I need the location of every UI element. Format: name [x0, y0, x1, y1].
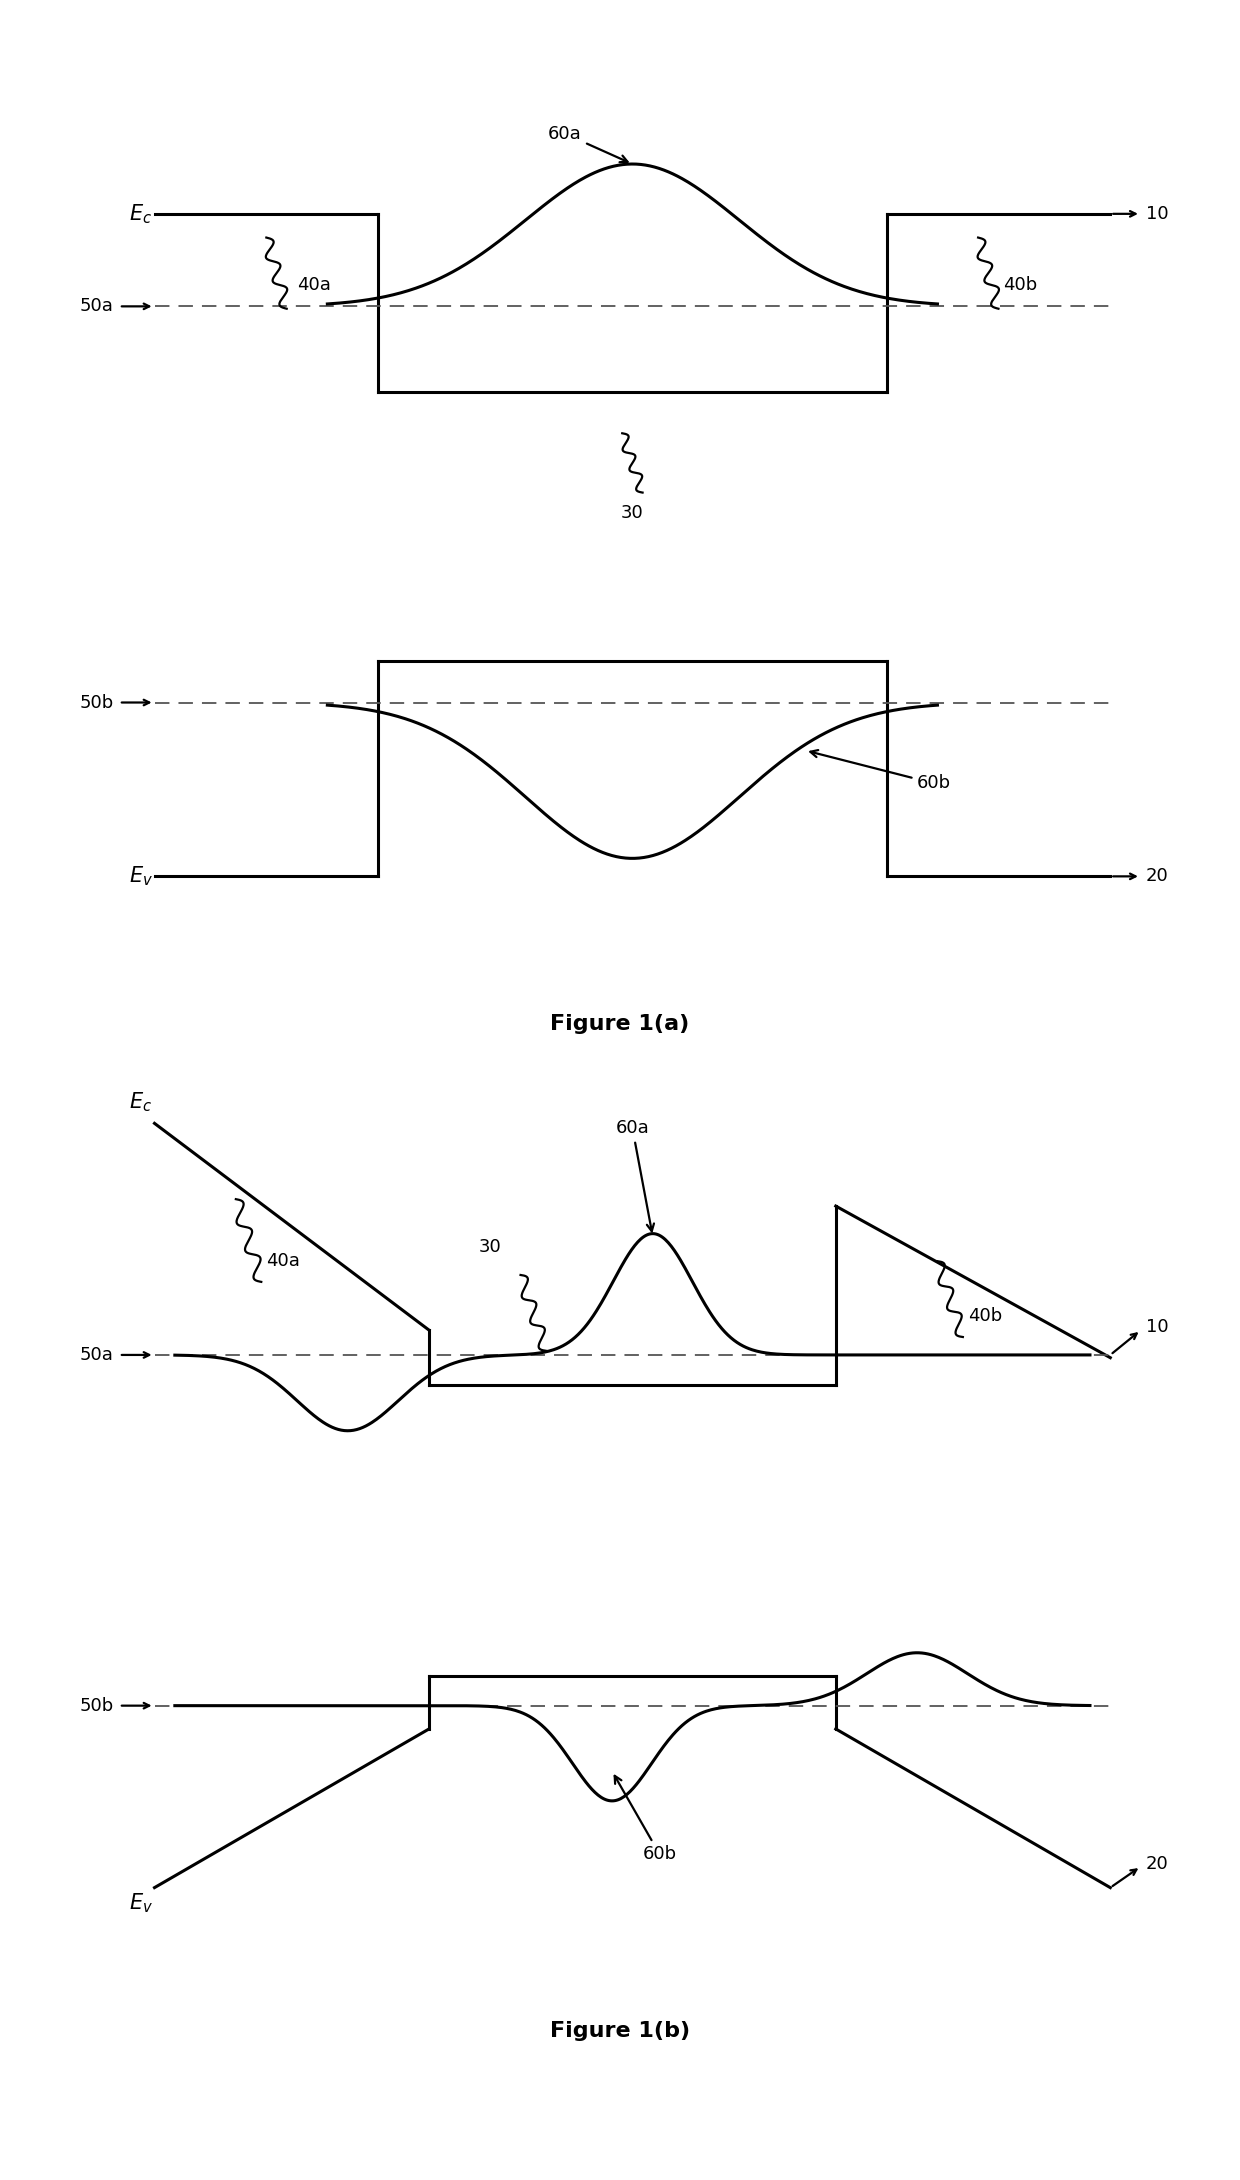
Text: Figure 1(b): Figure 1(b)	[549, 2021, 691, 2040]
Text: 40a: 40a	[296, 277, 331, 294]
Text: $E_v$: $E_v$	[129, 1892, 153, 1916]
Text: 50b: 50b	[79, 1696, 114, 1716]
Text: 30: 30	[479, 1238, 501, 1256]
Text: $E_c$: $E_c$	[129, 203, 153, 227]
Text: $E_v$: $E_v$	[129, 865, 153, 887]
Text: 50b: 50b	[79, 693, 114, 711]
Text: 50a: 50a	[79, 296, 114, 316]
Text: 10: 10	[1146, 1319, 1168, 1336]
Text: 60a: 60a	[615, 1118, 653, 1232]
Text: 40a: 40a	[267, 1251, 300, 1271]
Text: 40b: 40b	[968, 1308, 1002, 1325]
Text: Figure 1(a): Figure 1(a)	[551, 1014, 689, 1033]
Text: 50a: 50a	[79, 1345, 114, 1365]
Text: 40b: 40b	[1003, 277, 1038, 294]
Text: 60a: 60a	[548, 124, 627, 161]
Text: 30: 30	[621, 504, 644, 523]
Text: 20: 20	[1146, 868, 1168, 885]
Text: $E_c$: $E_c$	[129, 1090, 153, 1114]
Text: 20: 20	[1146, 1855, 1168, 1873]
Text: 10: 10	[1146, 205, 1168, 222]
Text: 60b: 60b	[615, 1777, 677, 1864]
Text: 60b: 60b	[811, 750, 951, 794]
